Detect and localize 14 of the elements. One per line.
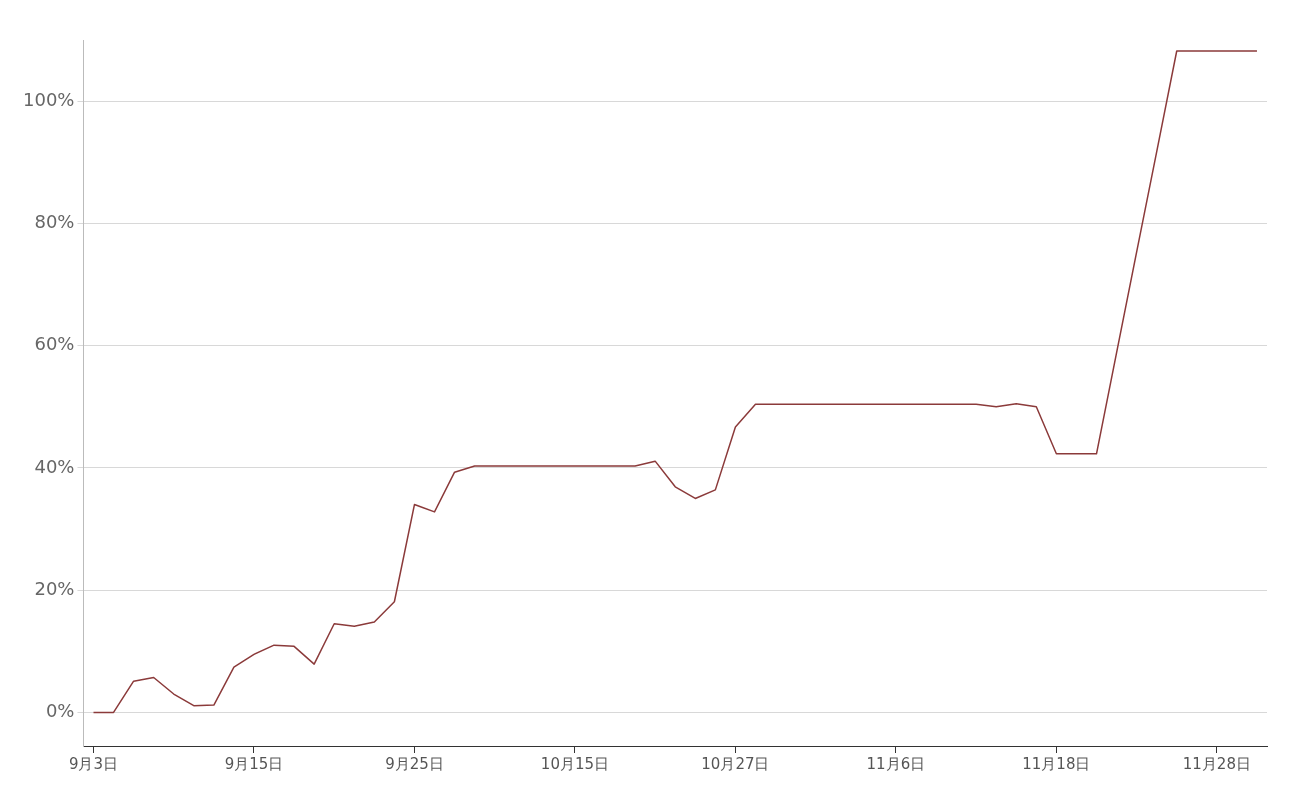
y-tick-label: 100% [22, 88, 75, 110]
x-tick-label: 10月27日 [701, 754, 770, 773]
x-tick-label: 11月6日 [866, 754, 926, 773]
x-tick-label: 11月28日 [1182, 754, 1251, 773]
y-tick-label: 60% [34, 333, 75, 355]
y-tick-label: 40% [34, 455, 75, 477]
x-tick-label: 10月15日 [540, 754, 610, 773]
x-tick-label: 9月25日 [385, 754, 444, 773]
x-tick-label: 9月15日 [224, 754, 284, 773]
y-tick-label: 20% [34, 577, 75, 599]
y-tick-label: 80% [34, 211, 75, 233]
x-tick-label: 9月3日 [68, 754, 119, 773]
y-tick-label: 0% [45, 700, 75, 722]
x-tick-label: 11月18日 [1022, 754, 1091, 773]
